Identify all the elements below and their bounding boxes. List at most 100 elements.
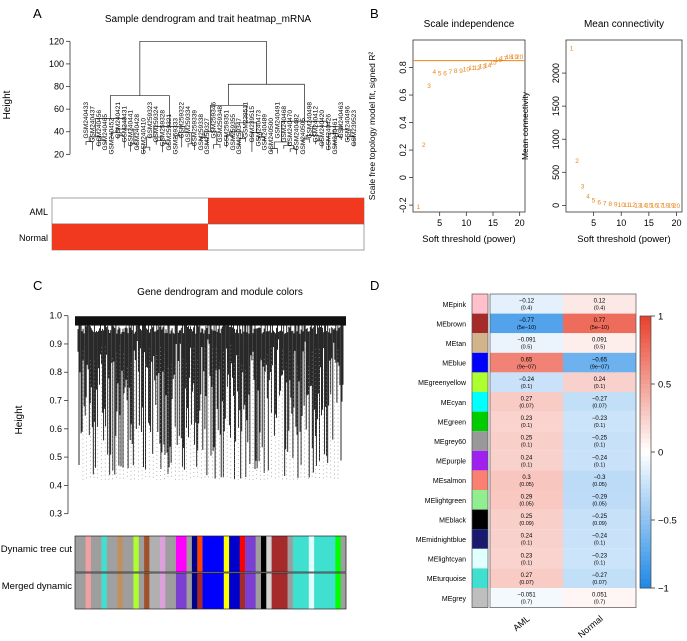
dendrogram-branch (203, 131, 218, 145)
power-point-label: 8 (608, 201, 612, 208)
dendrogram-branch (88, 136, 103, 142)
colorbar-step (640, 442, 651, 448)
sample-label: GSM240412 (313, 106, 320, 143)
heatmap-cell (563, 411, 636, 432)
module-color-segment (335, 573, 341, 609)
cell-correlation: −0.29 (592, 495, 608, 501)
cell-correlation: −0.24 (519, 377, 535, 383)
heatmap-cell (490, 470, 563, 490)
power-point-label: 20 (516, 54, 524, 61)
power-point-label: 7 (449, 69, 453, 76)
cell-correlation: −0.091 (517, 338, 536, 344)
colorbar-step (640, 365, 651, 371)
power-point-label: 9 (459, 68, 463, 75)
module-label: MEbrown (436, 321, 466, 328)
module-color-segment (287, 536, 294, 572)
power-point-label: 19 (511, 54, 519, 61)
module-color-segment (186, 573, 193, 609)
cell-correlation: 0.27 (521, 573, 533, 579)
colorbar-step (640, 361, 651, 367)
power-point-label: 1 (570, 45, 574, 52)
module-swatch (472, 372, 488, 392)
sample-label: GSM259333 (172, 118, 179, 155)
column-label: AML (511, 613, 532, 633)
colorbar-step (640, 483, 651, 489)
dendrogram-branch (115, 128, 135, 144)
module-color-segment (122, 573, 134, 609)
colorbar-step (640, 578, 651, 584)
heatmap-cell (490, 588, 563, 608)
cell-pvalue: (9e−07) (590, 364, 609, 370)
trait-cell-normal (52, 224, 208, 250)
colorbar-step (640, 320, 651, 326)
cell-pvalue: (0.05) (592, 502, 607, 508)
cell-pvalue: (9e−07) (517, 364, 536, 370)
dendrogram-branch (117, 135, 125, 148)
module-color-segment (229, 536, 241, 572)
sample-label: GSM240420 (319, 110, 326, 147)
module-color-segment (106, 536, 118, 572)
module-color-row-frame (74, 535, 347, 573)
cell-correlation: 0.25 (521, 436, 533, 442)
colorbar-step (640, 379, 651, 385)
sample-dendrogram-labels: GSM240433 GSM240437 GSM240456 GSM240465 GSM2… (83, 102, 358, 155)
module-color-segment (175, 536, 187, 572)
module-color-segment (287, 573, 294, 609)
sample-label: GSM240431 (121, 106, 128, 143)
power-point-label: 5 (438, 71, 442, 78)
dendrogram-branch (174, 135, 183, 148)
dendrogram-root (139, 40, 267, 96)
colorbar-step (640, 501, 651, 507)
heatmap-cell (490, 392, 563, 412)
module-color-segment (340, 536, 347, 572)
cell-pvalue: (0.1) (594, 423, 605, 429)
cell-correlation: 0.25 (521, 514, 533, 520)
cell-pvalue: (0.07) (519, 580, 534, 586)
module-label: MEtan (446, 341, 466, 348)
module-color-segment (133, 573, 140, 609)
dendrogram-branch (251, 132, 262, 152)
cell-correlation: 0.12 (594, 299, 606, 305)
colorbar-step (640, 370, 651, 376)
sample-label: GSM240468 (281, 106, 288, 143)
colorbar-step (640, 538, 651, 544)
module-color-segment (122, 536, 134, 572)
module-color-segment (117, 573, 124, 609)
colorbar-step (640, 524, 651, 530)
cell-pvalue: (5e−10) (590, 325, 609, 331)
heatmap-cell (490, 431, 563, 451)
module-trait-heatmap: MEpink−0.12(0.4)0.12(0.4)MEbrown−0.77(5e… (416, 293, 637, 640)
sample-label: GSM259328 (160, 110, 167, 147)
colorbar-step (640, 461, 651, 467)
y-tick-label: 0.4 (398, 116, 408, 129)
cell-correlation: −0.051 (517, 593, 536, 599)
power-point-label: 15 (645, 202, 653, 209)
module-color-segment (245, 573, 256, 609)
power-point-label: 14 (640, 202, 648, 209)
y-tick-label: 0.3 (49, 509, 62, 519)
cell-pvalue: (0.7) (521, 600, 532, 606)
colorbar-step (640, 415, 651, 421)
cell-correlation: 0.77 (594, 318, 606, 324)
x-axis-label: Soft threshold (power) (577, 234, 670, 245)
heatmap-cell (490, 294, 563, 314)
sample-label: GSM240433 (83, 102, 90, 139)
cell-correlation: 0.65 (521, 357, 533, 363)
module-color-segment (292, 536, 310, 572)
cell-pvalue: (0.5) (521, 345, 532, 351)
heatmap-frame (489, 293, 637, 608)
power-point-label: 13 (479, 64, 487, 71)
y-tick-label: 100 (49, 59, 64, 69)
cell-correlation: 0.29 (521, 495, 533, 501)
sample-label: GSM240465 (102, 114, 109, 151)
y-tick-label: 120 (49, 36, 64, 46)
heatmap-cell (563, 529, 636, 549)
y-tick-label: 0.4 (49, 480, 62, 490)
power-point-label: 16 (651, 203, 659, 210)
panel-b-letter: B (370, 6, 379, 21)
colorbar-step (640, 374, 651, 380)
gene-dendrogram-axis: 0.3 0.4 0.5 0.6 0.7 0.8 0.9 1.0 (49, 311, 69, 519)
colorbar-step (640, 424, 651, 430)
module-color-segment (85, 536, 92, 572)
dendrogram-branch (289, 148, 297, 155)
